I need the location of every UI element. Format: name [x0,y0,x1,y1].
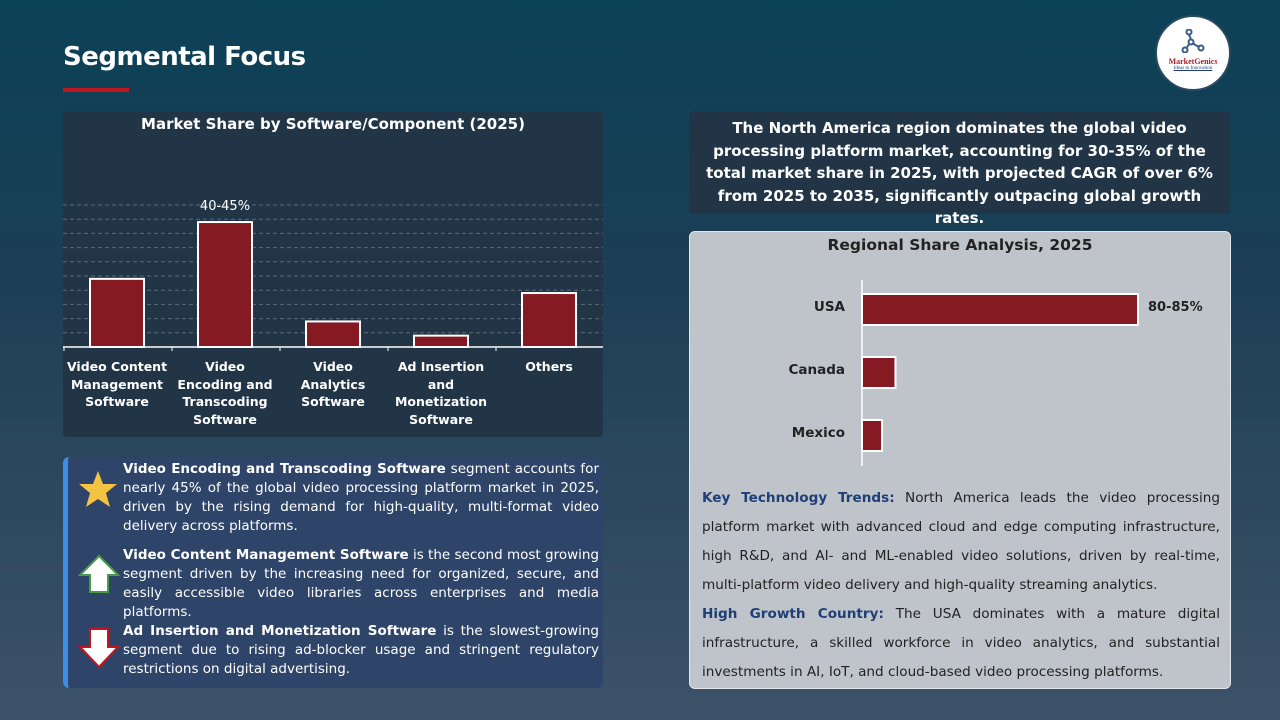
insight-item: Ad Insertion and Monetization Software i… [123,623,599,677]
high-growth-country: High Growth Country: The USA dominates w… [702,606,1221,680]
category-label: Video Encoding and Transcoding Software [177,359,273,427]
data-label: 40-45% [200,199,250,214]
region-summary: The North America region dominates the g… [689,111,1230,227]
insights-panel: Video Encoding and Transcoding Software … [63,457,603,688]
region-label: Mexico [791,425,845,441]
category-label: Others [525,359,573,374]
data-label: 80-85% [1148,300,1203,315]
bar [413,334,469,348]
insight-item: Video Encoding and Transcoding Software … [123,461,599,534]
regional-bar-svg [861,280,1139,466]
bar [89,277,145,348]
network-icon [1181,28,1205,54]
category-label: Video Analytics Software [300,359,366,409]
regional-panel: Regional Share Analysis, 2025 USA 80-85% C… [689,231,1231,689]
logo: MarketGenics Ideas to Innovation [1155,15,1231,91]
title-underline [63,88,129,92]
bar [861,419,884,452]
category-label: Ad Insertion and Monetization Software [394,359,488,427]
logo-tagline: Ideas to Innovation [1173,66,1213,71]
software-share-chart: Market Share by Software/Component (2025… [63,111,603,437]
key-trends: Key Technology Trends: North America lea… [702,490,1220,593]
insight-item: Video Content Management Software is the… [123,547,599,620]
arrow-up-icon [78,554,120,593]
bar [197,221,253,348]
page-title: Segmental Focus [63,42,306,72]
bar [861,356,897,389]
chart-title: Market Share by Software/Component (2025… [141,115,525,133]
category-label: Video Content Management Software [66,359,168,409]
logo-name: MarketGenics [1168,57,1218,66]
bar-chart-svg: 40-45% [63,199,603,351]
regional-chart-title: Regional Share Analysis, 2025 [827,236,1093,254]
region-label: USA [813,299,845,315]
arrow-down-icon [78,628,120,669]
bar [861,293,1139,326]
bar [521,292,577,348]
bar [305,320,361,349]
region-label: Canada [788,362,845,378]
star-icon [79,471,117,507]
